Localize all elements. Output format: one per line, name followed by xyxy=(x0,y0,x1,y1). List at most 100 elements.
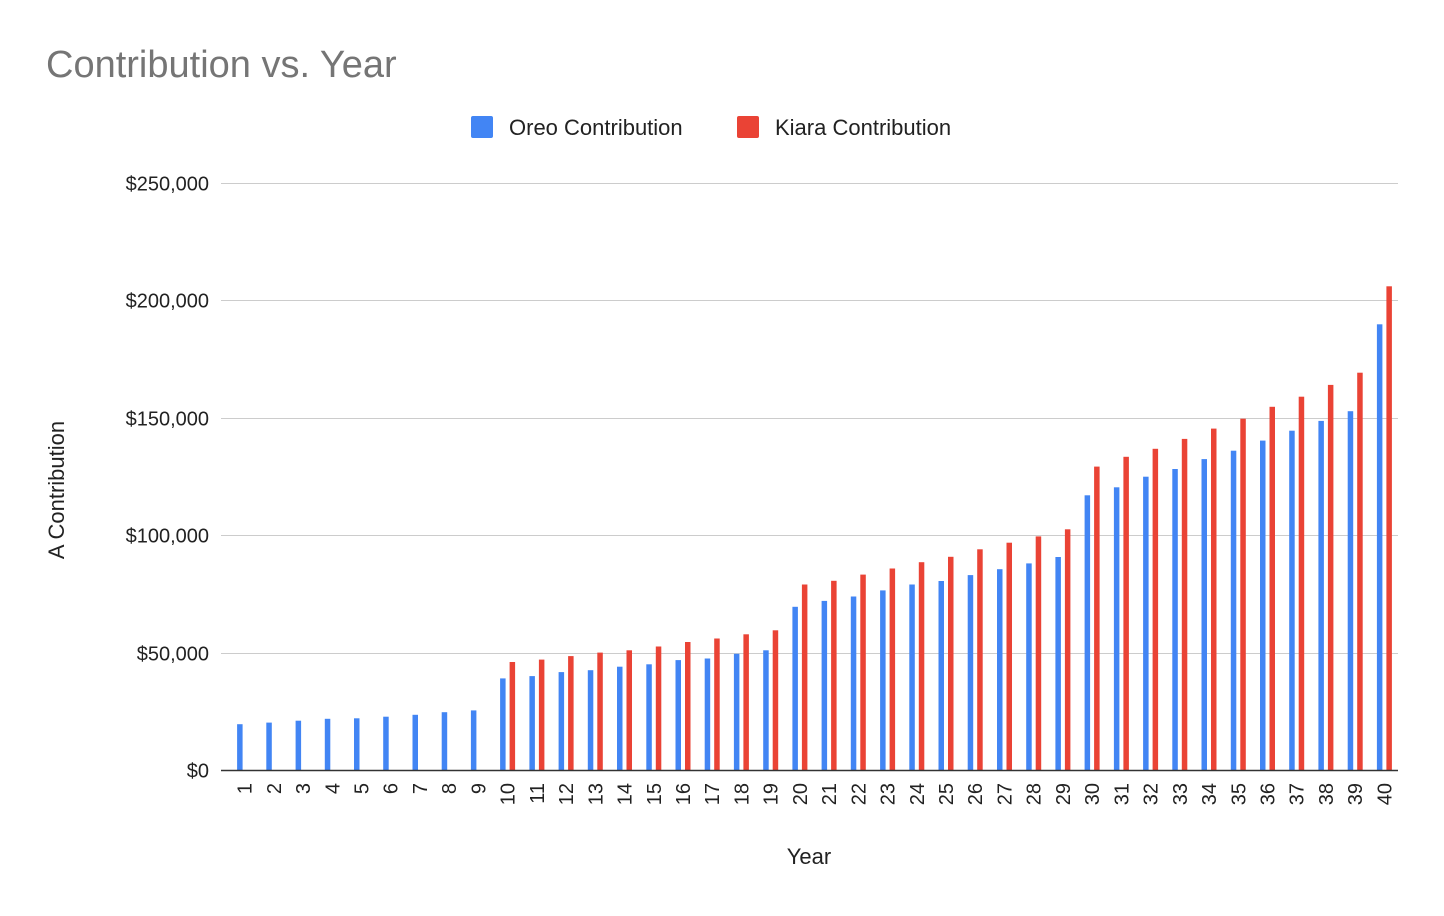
bar-kiara xyxy=(918,562,925,770)
bar-oreo xyxy=(266,722,272,770)
legend-swatch-kiara xyxy=(737,116,759,138)
x-tick-label: 16 xyxy=(673,783,695,805)
x-tick-label: 4 xyxy=(322,783,344,794)
bar-oreo xyxy=(412,714,418,770)
x-tick-label: 26 xyxy=(965,783,987,805)
x-tick-label: 3 xyxy=(293,783,315,794)
x-tick-label: 31 xyxy=(1111,783,1133,805)
bar-kiara xyxy=(831,580,837,770)
x-tick-label: 25 xyxy=(936,783,958,805)
x-tick-label: 15 xyxy=(644,783,666,805)
bar-kiara xyxy=(977,549,983,770)
bar-kiara xyxy=(1211,428,1217,770)
x-tick-label: 9 xyxy=(468,783,490,794)
bar-oreo xyxy=(821,600,828,770)
x-tick-label: 38 xyxy=(1316,783,1338,805)
x-tick-label: 22 xyxy=(848,783,870,805)
bar-oreo xyxy=(383,716,389,770)
bar-oreo xyxy=(295,720,302,770)
legend-swatch-oreo xyxy=(471,116,493,138)
y-tick-label: $0 xyxy=(187,761,209,783)
x-tick-label: 23 xyxy=(878,783,900,805)
bar-kiara xyxy=(509,662,516,770)
x-tick-label: 29 xyxy=(1053,783,1075,805)
bar-oreo xyxy=(880,590,886,770)
bar-kiara xyxy=(597,652,603,770)
x-tick-label: 28 xyxy=(1024,783,1046,805)
bar-oreo xyxy=(1318,420,1324,770)
y-axis-label: A Contribution xyxy=(44,421,69,559)
x-tick-label: 1 xyxy=(235,783,257,794)
bar-oreo xyxy=(1201,459,1207,770)
bar-oreo xyxy=(558,672,565,770)
bar-oreo xyxy=(1055,557,1061,770)
bar-oreo xyxy=(441,712,448,770)
bar-kiara xyxy=(1152,448,1159,770)
x-axis-label: Year xyxy=(787,844,831,869)
bar-kiara xyxy=(568,656,574,770)
x-tick-label: 10 xyxy=(498,783,520,805)
gridlines xyxy=(221,183,1398,654)
bar-kiara xyxy=(1006,542,1012,770)
bar-oreo xyxy=(646,664,652,770)
bar-oreo xyxy=(500,678,506,770)
x-tick-label: 14 xyxy=(615,783,637,805)
bar-oreo xyxy=(1230,450,1237,770)
bar-kiara xyxy=(1123,456,1129,770)
bars xyxy=(237,286,1392,770)
bar-kiara xyxy=(772,630,779,770)
x-tick-label: 2 xyxy=(264,783,286,794)
bar-kiara xyxy=(1035,536,1042,770)
bar-kiara xyxy=(1064,529,1071,770)
bar-kiara xyxy=(1094,466,1100,770)
bar-oreo xyxy=(675,660,681,770)
x-tick-label: 18 xyxy=(731,783,753,805)
legend: Oreo Contribution Kiara Contribution xyxy=(471,115,951,140)
bar-oreo xyxy=(1376,324,1383,770)
bar-oreo xyxy=(1260,440,1266,770)
bar-oreo xyxy=(1347,411,1354,770)
chart-title: Contribution vs. Year xyxy=(46,44,397,86)
bar-oreo xyxy=(967,575,974,770)
bar-kiara xyxy=(1298,396,1305,770)
x-tick-label: 30 xyxy=(1082,783,1104,805)
x-tick-label: 8 xyxy=(439,783,461,794)
bar-kiara xyxy=(860,574,866,770)
legend-label-kiara: Kiara Contribution xyxy=(775,115,951,140)
bar-oreo xyxy=(1026,563,1032,770)
bar-kiara xyxy=(626,650,632,770)
y-tick-label: $200,000 xyxy=(126,291,209,313)
bar-oreo xyxy=(529,676,535,770)
x-tick-label: 32 xyxy=(1141,783,1163,805)
bar-kiara xyxy=(655,646,662,770)
x-tick-label: 17 xyxy=(702,783,724,805)
y-tick-label: $150,000 xyxy=(126,409,209,431)
x-tick-label: 35 xyxy=(1228,783,1250,805)
bar-oreo xyxy=(997,569,1003,770)
x-tick-label: 12 xyxy=(556,783,578,805)
bar-kiara xyxy=(889,568,896,770)
x-tick-label: 27 xyxy=(995,783,1017,805)
x-tick-label: 37 xyxy=(1287,783,1309,805)
bar-oreo xyxy=(237,724,243,770)
bar-oreo xyxy=(763,650,769,770)
bar-kiara xyxy=(1269,406,1275,770)
bar-kiara xyxy=(1181,438,1188,770)
bar-kiara xyxy=(948,556,954,770)
bar-kiara xyxy=(685,642,691,770)
y-tick-label: $250,000 xyxy=(126,174,209,196)
bar-kiara xyxy=(743,634,749,770)
bar-oreo xyxy=(1172,469,1178,770)
bar-kiara xyxy=(1240,418,1246,770)
y-axis-ticks: $0 $50,000 $100,000 $150,000 $200,000 $250,00… xyxy=(126,174,209,783)
x-tick-label: 36 xyxy=(1258,783,1280,805)
y-tick-label: $50,000 xyxy=(137,644,209,666)
x-tick-label: 24 xyxy=(907,783,929,805)
x-tick-label: 7 xyxy=(410,783,432,794)
bar-kiara xyxy=(538,659,545,770)
x-tick-label: 40 xyxy=(1374,783,1396,805)
legend-label-oreo: Oreo Contribution xyxy=(509,115,683,140)
bar-kiara xyxy=(1327,384,1334,770)
bar-oreo xyxy=(1289,430,1295,770)
